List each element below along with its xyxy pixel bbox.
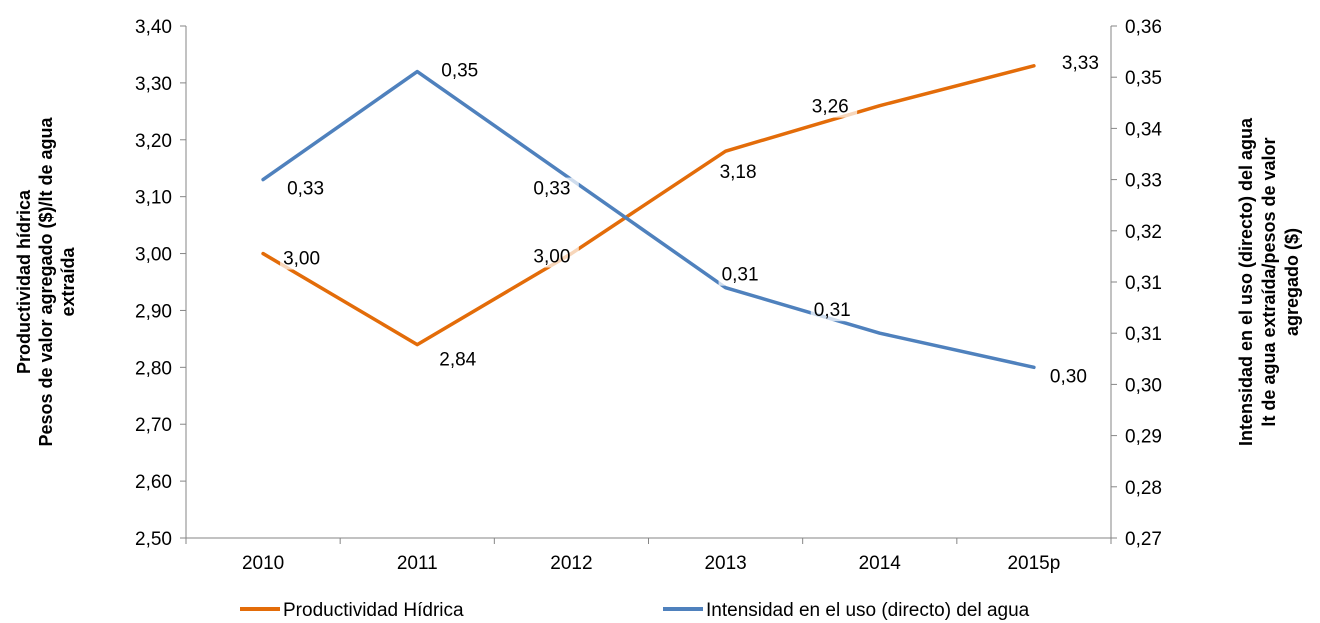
right-axis-title: agregado ($) [1282, 228, 1302, 336]
left-axis-title: Pesos de valor agregado ($)/lt de agua [36, 116, 56, 446]
right-tick-label: 0,29 [1125, 427, 1162, 448]
data-label-background [1058, 51, 1108, 74]
left-axis-title: Productividad hídrica [14, 189, 34, 374]
data-label-background [810, 299, 860, 322]
data-label-background [808, 95, 858, 118]
right-axis-title: lt de agua extraída/pesos de valor [1259, 137, 1279, 426]
data-label: 0,33 [533, 179, 570, 200]
data-label: 3,18 [720, 162, 757, 183]
left-tick-label: 3,30 [135, 74, 172, 95]
series-line-intensidad [261, 69, 1036, 370]
legend-label: Intensidad en el uso (directo) del agua [706, 600, 1030, 621]
data-label: 0,35 [441, 61, 478, 82]
x-tick-label: 2014 [859, 553, 902, 574]
data-label: 3,00 [283, 249, 320, 270]
x-tick-label: 2011 [397, 553, 438, 574]
left-tick-label: 2,80 [135, 358, 172, 379]
legend-label: Productividad Hídrica [283, 600, 464, 621]
right-tick-label: 0,31 [1125, 273, 1162, 294]
data-label-background [438, 59, 487, 82]
right-tick-label: 0,33 [1125, 171, 1162, 192]
left-tick-label: 3,40 [135, 17, 172, 38]
data-label-background [530, 177, 579, 200]
data-label: 0,31 [722, 265, 759, 286]
data-label-background [280, 247, 329, 270]
data-label-background [530, 245, 579, 268]
x-tick-label: 2013 [704, 553, 746, 574]
x-tick-label: 2012 [550, 553, 592, 574]
data-label: 3,26 [812, 97, 849, 118]
data-label: 0,30 [1050, 366, 1087, 387]
left-tick-label: 3,00 [135, 245, 172, 266]
data-label: 3,00 [533, 247, 570, 268]
data-label: 0,31 [814, 300, 851, 321]
x-tick-label: 2015p [1007, 553, 1060, 574]
data-label: 0,33 [287, 179, 324, 200]
right-axis-title: Intensidad en el uso (directo) del agua [1236, 117, 1256, 446]
right-tick-label: 0,35 [1125, 68, 1162, 89]
data-label-background [284, 177, 333, 200]
data-label: 2,84 [439, 350, 476, 371]
data-label-background [716, 161, 765, 184]
right-tick-label: 0,28 [1125, 478, 1162, 499]
data-label: 3,33 [1062, 53, 1099, 74]
right-tick-label: 0,31 [1125, 324, 1162, 345]
right-tick-label: 0,30 [1125, 375, 1162, 396]
left-tick-label: 2,50 [135, 529, 172, 550]
left-tick-label: 3,20 [135, 131, 172, 152]
x-tick-label: 2010 [242, 553, 284, 574]
left-tick-label: 2,90 [135, 301, 172, 322]
series-line-productividad [261, 64, 1036, 347]
left-tick-label: 2,70 [135, 415, 172, 436]
right-tick-label: 0,34 [1125, 119, 1162, 140]
right-tick-label: 0,36 [1125, 17, 1162, 38]
data-label-background [436, 348, 485, 371]
left-tick-label: 3,10 [135, 188, 172, 209]
right-tick-label: 0,27 [1125, 529, 1162, 550]
data-label-background [1046, 365, 1096, 388]
right-tick-label: 0,32 [1125, 222, 1162, 243]
left-axis-title: extraída [58, 246, 78, 316]
data-label-background [718, 263, 767, 286]
left-tick-label: 2,60 [135, 472, 172, 493]
